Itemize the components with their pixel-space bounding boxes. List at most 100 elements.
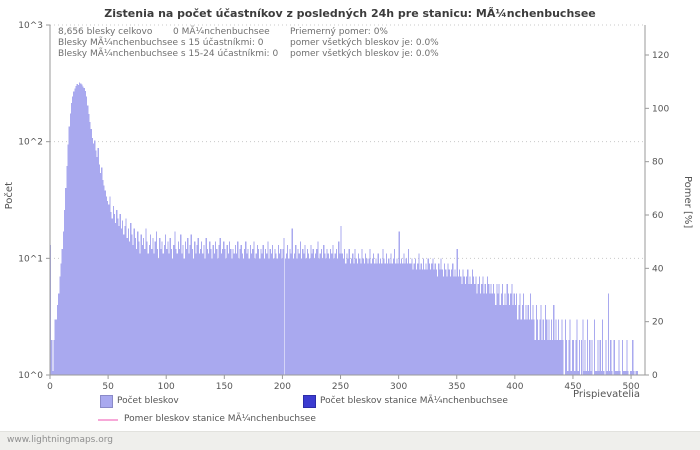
bar — [126, 237, 128, 375]
bar — [445, 269, 447, 375]
bars-total-strikes — [50, 82, 639, 376]
bar — [178, 249, 181, 375]
bar — [412, 269, 414, 375]
bar — [183, 258, 185, 375]
bar — [396, 258, 398, 375]
bar — [221, 249, 224, 375]
bar — [244, 249, 246, 375]
bar — [231, 258, 233, 375]
bar — [277, 245, 279, 375]
legend-swatch-ratio-line — [98, 419, 118, 421]
bar — [348, 249, 350, 375]
bar — [420, 263, 422, 375]
bar — [562, 339, 564, 375]
bar — [377, 253, 379, 375]
bar — [413, 263, 415, 375]
bar — [177, 241, 179, 375]
bar — [280, 249, 282, 375]
bar — [532, 304, 534, 375]
bar — [474, 284, 476, 375]
bar — [374, 263, 376, 375]
bar — [145, 228, 147, 375]
bar — [369, 249, 371, 375]
pomer-tick-label: 80 — [652, 158, 664, 168]
bar — [399, 263, 401, 375]
bar — [462, 269, 464, 375]
bar — [332, 245, 334, 375]
bar — [568, 339, 570, 375]
y-axis-title-right: Pomer [%] — [682, 176, 693, 229]
bar — [548, 319, 550, 375]
bar — [111, 218, 113, 375]
bar — [468, 284, 470, 375]
bar — [176, 253, 178, 375]
bar — [120, 228, 123, 375]
bar — [622, 371, 625, 375]
bar — [142, 237, 145, 375]
bar — [326, 249, 328, 375]
y-tick-label: 10^2 — [18, 138, 43, 148]
bar — [59, 276, 61, 375]
bar — [163, 245, 166, 375]
bar — [384, 263, 386, 375]
bar — [430, 269, 432, 375]
bar — [327, 253, 329, 375]
bar — [295, 245, 297, 375]
pomer-tick-label: 0 — [652, 371, 658, 381]
bar — [605, 339, 607, 375]
bar — [218, 245, 220, 375]
legend-swatch-total — [100, 395, 113, 408]
stat-strikes-15: Blesky MÃ¼nchenbuchsee s 15 účastníkmi: … — [58, 38, 264, 48]
bar — [241, 253, 243, 375]
bar — [388, 258, 390, 375]
bar — [361, 249, 363, 375]
bar — [432, 258, 434, 375]
bar — [124, 225, 126, 375]
bar — [404, 263, 406, 375]
bar — [141, 245, 143, 375]
bar — [349, 263, 351, 375]
bar — [470, 284, 472, 375]
bar — [364, 253, 367, 375]
x-tick-label: 350 — [448, 382, 465, 392]
bar — [174, 231, 176, 375]
bar — [459, 269, 461, 375]
bar — [288, 258, 290, 375]
bar — [256, 245, 259, 375]
bar — [325, 258, 327, 375]
y-tick-label: 10^1 — [18, 254, 43, 264]
bar — [434, 263, 436, 375]
bar — [511, 284, 513, 375]
bar — [105, 196, 107, 375]
bar — [196, 245, 198, 375]
bar — [439, 269, 441, 375]
bar — [93, 143, 95, 375]
bar — [139, 253, 141, 375]
bar — [481, 284, 483, 375]
bar — [131, 234, 133, 375]
bar — [553, 304, 555, 375]
bar — [304, 245, 306, 375]
bar — [485, 293, 487, 375]
bar — [331, 253, 333, 375]
bar — [471, 269, 474, 375]
bar — [583, 371, 585, 375]
bar — [274, 249, 276, 375]
bar — [287, 245, 289, 375]
bar — [337, 258, 339, 375]
bar — [519, 293, 521, 375]
bar — [518, 304, 520, 375]
bar — [635, 371, 637, 375]
bar — [342, 258, 345, 375]
bar — [393, 249, 396, 375]
bar — [270, 253, 272, 375]
bar — [540, 304, 542, 375]
bar — [310, 245, 312, 375]
bar — [89, 121, 91, 375]
bar — [251, 253, 253, 375]
bar — [296, 258, 298, 375]
bar — [67, 144, 69, 375]
pomer-tick-label: 40 — [652, 264, 664, 274]
bar — [136, 249, 138, 375]
bar — [69, 113, 71, 375]
